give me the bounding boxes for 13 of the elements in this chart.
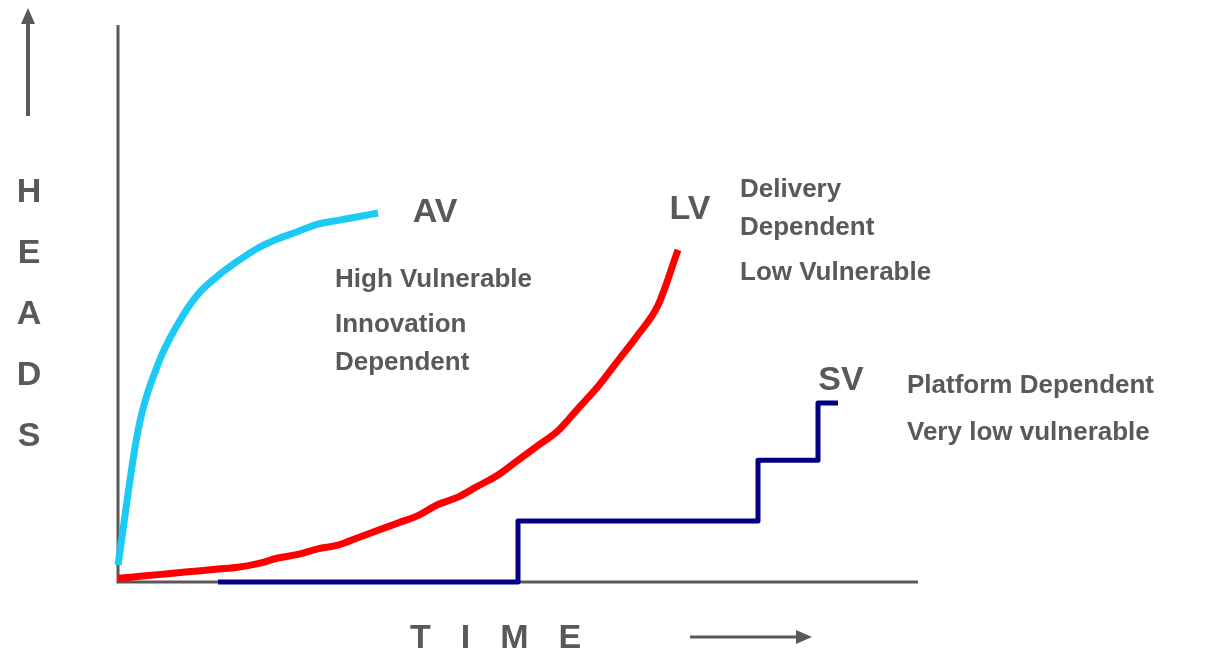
series-label: AV [412, 191, 458, 230]
annotation: Dependent [335, 346, 470, 377]
series-label: SV [818, 359, 864, 398]
text: Delivery [740, 173, 842, 204]
annotation: Platform Dependent [907, 369, 1155, 400]
annotation: Very low vulnerable [907, 416, 1150, 447]
x-axis-title: TIME [410, 616, 612, 656]
annotation: Innovation [335, 308, 467, 339]
annotation: High Vulnerable [335, 263, 532, 294]
annotation: Dependent [740, 211, 875, 242]
series-label: LV [669, 188, 711, 227]
y-axis-title: HEADS [16, 170, 42, 455]
annotation: Low Vulnerable [740, 256, 932, 287]
